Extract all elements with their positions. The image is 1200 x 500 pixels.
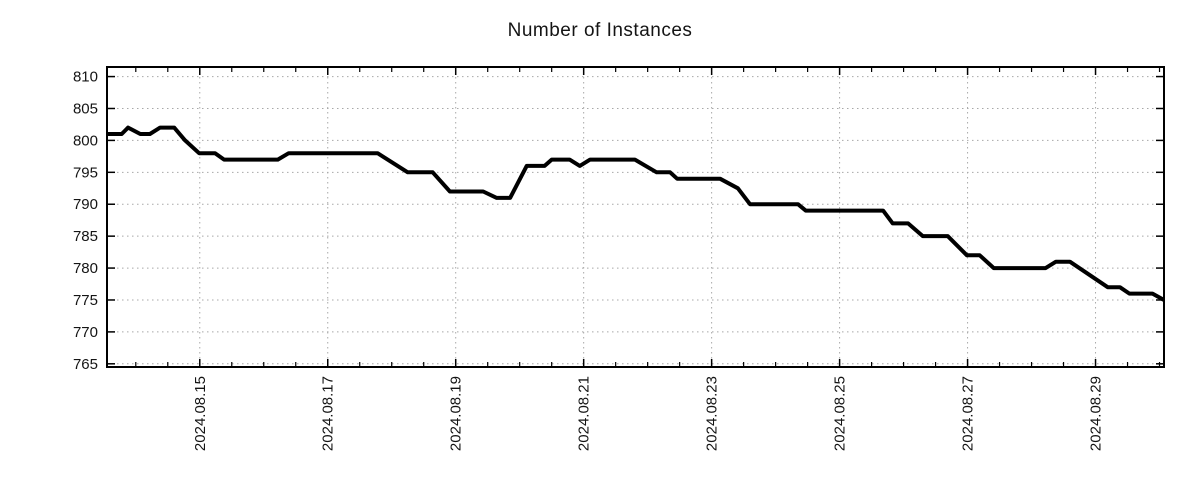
axis-layer xyxy=(106,66,1165,368)
y-tick-label: 800 xyxy=(73,132,98,149)
x-tick-label: 2024.08.25 xyxy=(832,376,849,451)
grid-layer xyxy=(107,67,1164,367)
x-tick-label: 2024.08.21 xyxy=(576,376,593,451)
y-tick-label: 810 xyxy=(73,69,98,86)
x-tick-label: 2024.08.23 xyxy=(704,376,721,451)
y-tick-label: 780 xyxy=(73,260,98,277)
chart-title: Number of Instances xyxy=(507,20,693,41)
y-tick-label: 795 xyxy=(73,164,98,181)
x-tick-label: 2024.08.29 xyxy=(1088,376,1105,451)
y-tick-label: 770 xyxy=(73,324,98,341)
tick-label-layer: 765 770 775 780 785 790 795 800 805 810 2024.08.15… xyxy=(73,69,1105,452)
series-line-instances xyxy=(107,125,1165,302)
y-tick-label: 805 xyxy=(73,100,98,117)
y-tick-label: 785 xyxy=(73,228,98,245)
y-tick-label: 790 xyxy=(73,196,98,213)
x-tick-label: 2024.08.19 xyxy=(448,376,465,451)
series-layer xyxy=(107,125,1165,302)
y-tick-label: 775 xyxy=(73,292,98,309)
x-tick-label: 2024.08.27 xyxy=(960,376,977,451)
y-tick-label: 765 xyxy=(73,356,98,373)
x-tick-label: 2024.08.17 xyxy=(320,376,337,451)
x-tick-label: 2024.08.15 xyxy=(192,376,209,451)
plot-border xyxy=(106,66,1165,368)
